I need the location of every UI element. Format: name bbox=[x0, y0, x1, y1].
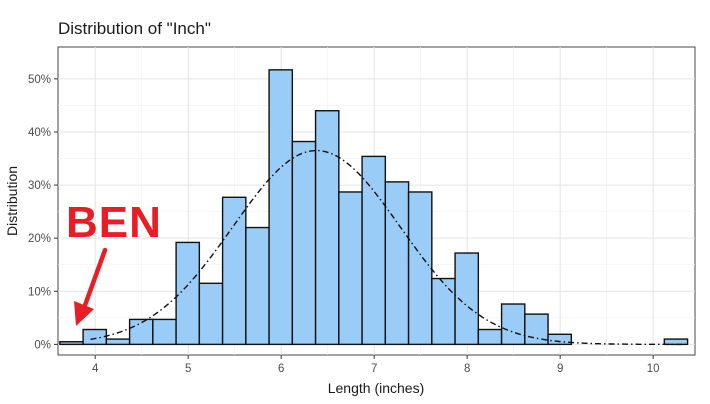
y-axis-label: Distribution bbox=[4, 166, 20, 236]
x-tick-label: 9 bbox=[557, 363, 563, 375]
histogram-bars bbox=[59, 69, 689, 346]
y-tick-label: 40% bbox=[28, 127, 51, 139]
y-tick-label: 20% bbox=[28, 233, 51, 245]
histogram-bar bbox=[384, 181, 410, 346]
histogram-bar bbox=[291, 140, 317, 346]
annotation-arrowhead bbox=[74, 301, 94, 326]
histogram-bar bbox=[105, 338, 131, 346]
histogram-bar bbox=[477, 328, 503, 346]
y-axis-ticks: 0% 10% 20% 30% 40% 50% bbox=[28, 74, 58, 351]
x-tick-label: 10 bbox=[647, 363, 660, 375]
chart-title: Distribution of "Inch" bbox=[58, 19, 211, 38]
histogram-bar bbox=[361, 155, 387, 346]
x-tick-label: 7 bbox=[371, 363, 377, 375]
histogram-bar bbox=[663, 338, 689, 346]
histogram-bar bbox=[500, 303, 526, 346]
histogram-bar bbox=[245, 226, 270, 346]
histogram-bar bbox=[152, 318, 177, 346]
y-tick-label: 30% bbox=[28, 180, 51, 192]
x-axis-label: Length (inches) bbox=[328, 380, 425, 396]
histogram-bar bbox=[175, 241, 201, 346]
histogram-bar bbox=[431, 277, 456, 346]
histogram-bar bbox=[454, 252, 480, 346]
x-tick-label: 6 bbox=[278, 363, 284, 375]
histogram-bar bbox=[198, 282, 224, 346]
annotation: BEN bbox=[65, 197, 162, 326]
histogram-bar bbox=[221, 196, 247, 346]
histogram-bar bbox=[82, 328, 108, 346]
y-tick-label: 50% bbox=[28, 74, 51, 86]
histogram-bar bbox=[407, 191, 433, 346]
normal-curve bbox=[90, 149, 686, 346]
histogram-bar bbox=[268, 69, 294, 346]
histogram-bar bbox=[314, 110, 340, 346]
histogram-bar bbox=[128, 318, 154, 346]
x-tick-label: 4 bbox=[92, 363, 99, 375]
histogram-bar bbox=[59, 341, 84, 346]
x-axis-ticks: 4 5 6 7 8 9 10 bbox=[92, 355, 660, 375]
y-tick-label: 10% bbox=[28, 286, 51, 298]
annotation-label: BEN bbox=[66, 198, 162, 247]
x-tick-label: 8 bbox=[464, 363, 470, 375]
y-tick-label: 0% bbox=[34, 339, 51, 351]
annotation-arrow bbox=[81, 247, 108, 311]
histogram-bar bbox=[547, 333, 573, 346]
x-tick-label: 5 bbox=[185, 363, 191, 375]
histogram-bar bbox=[338, 191, 363, 346]
